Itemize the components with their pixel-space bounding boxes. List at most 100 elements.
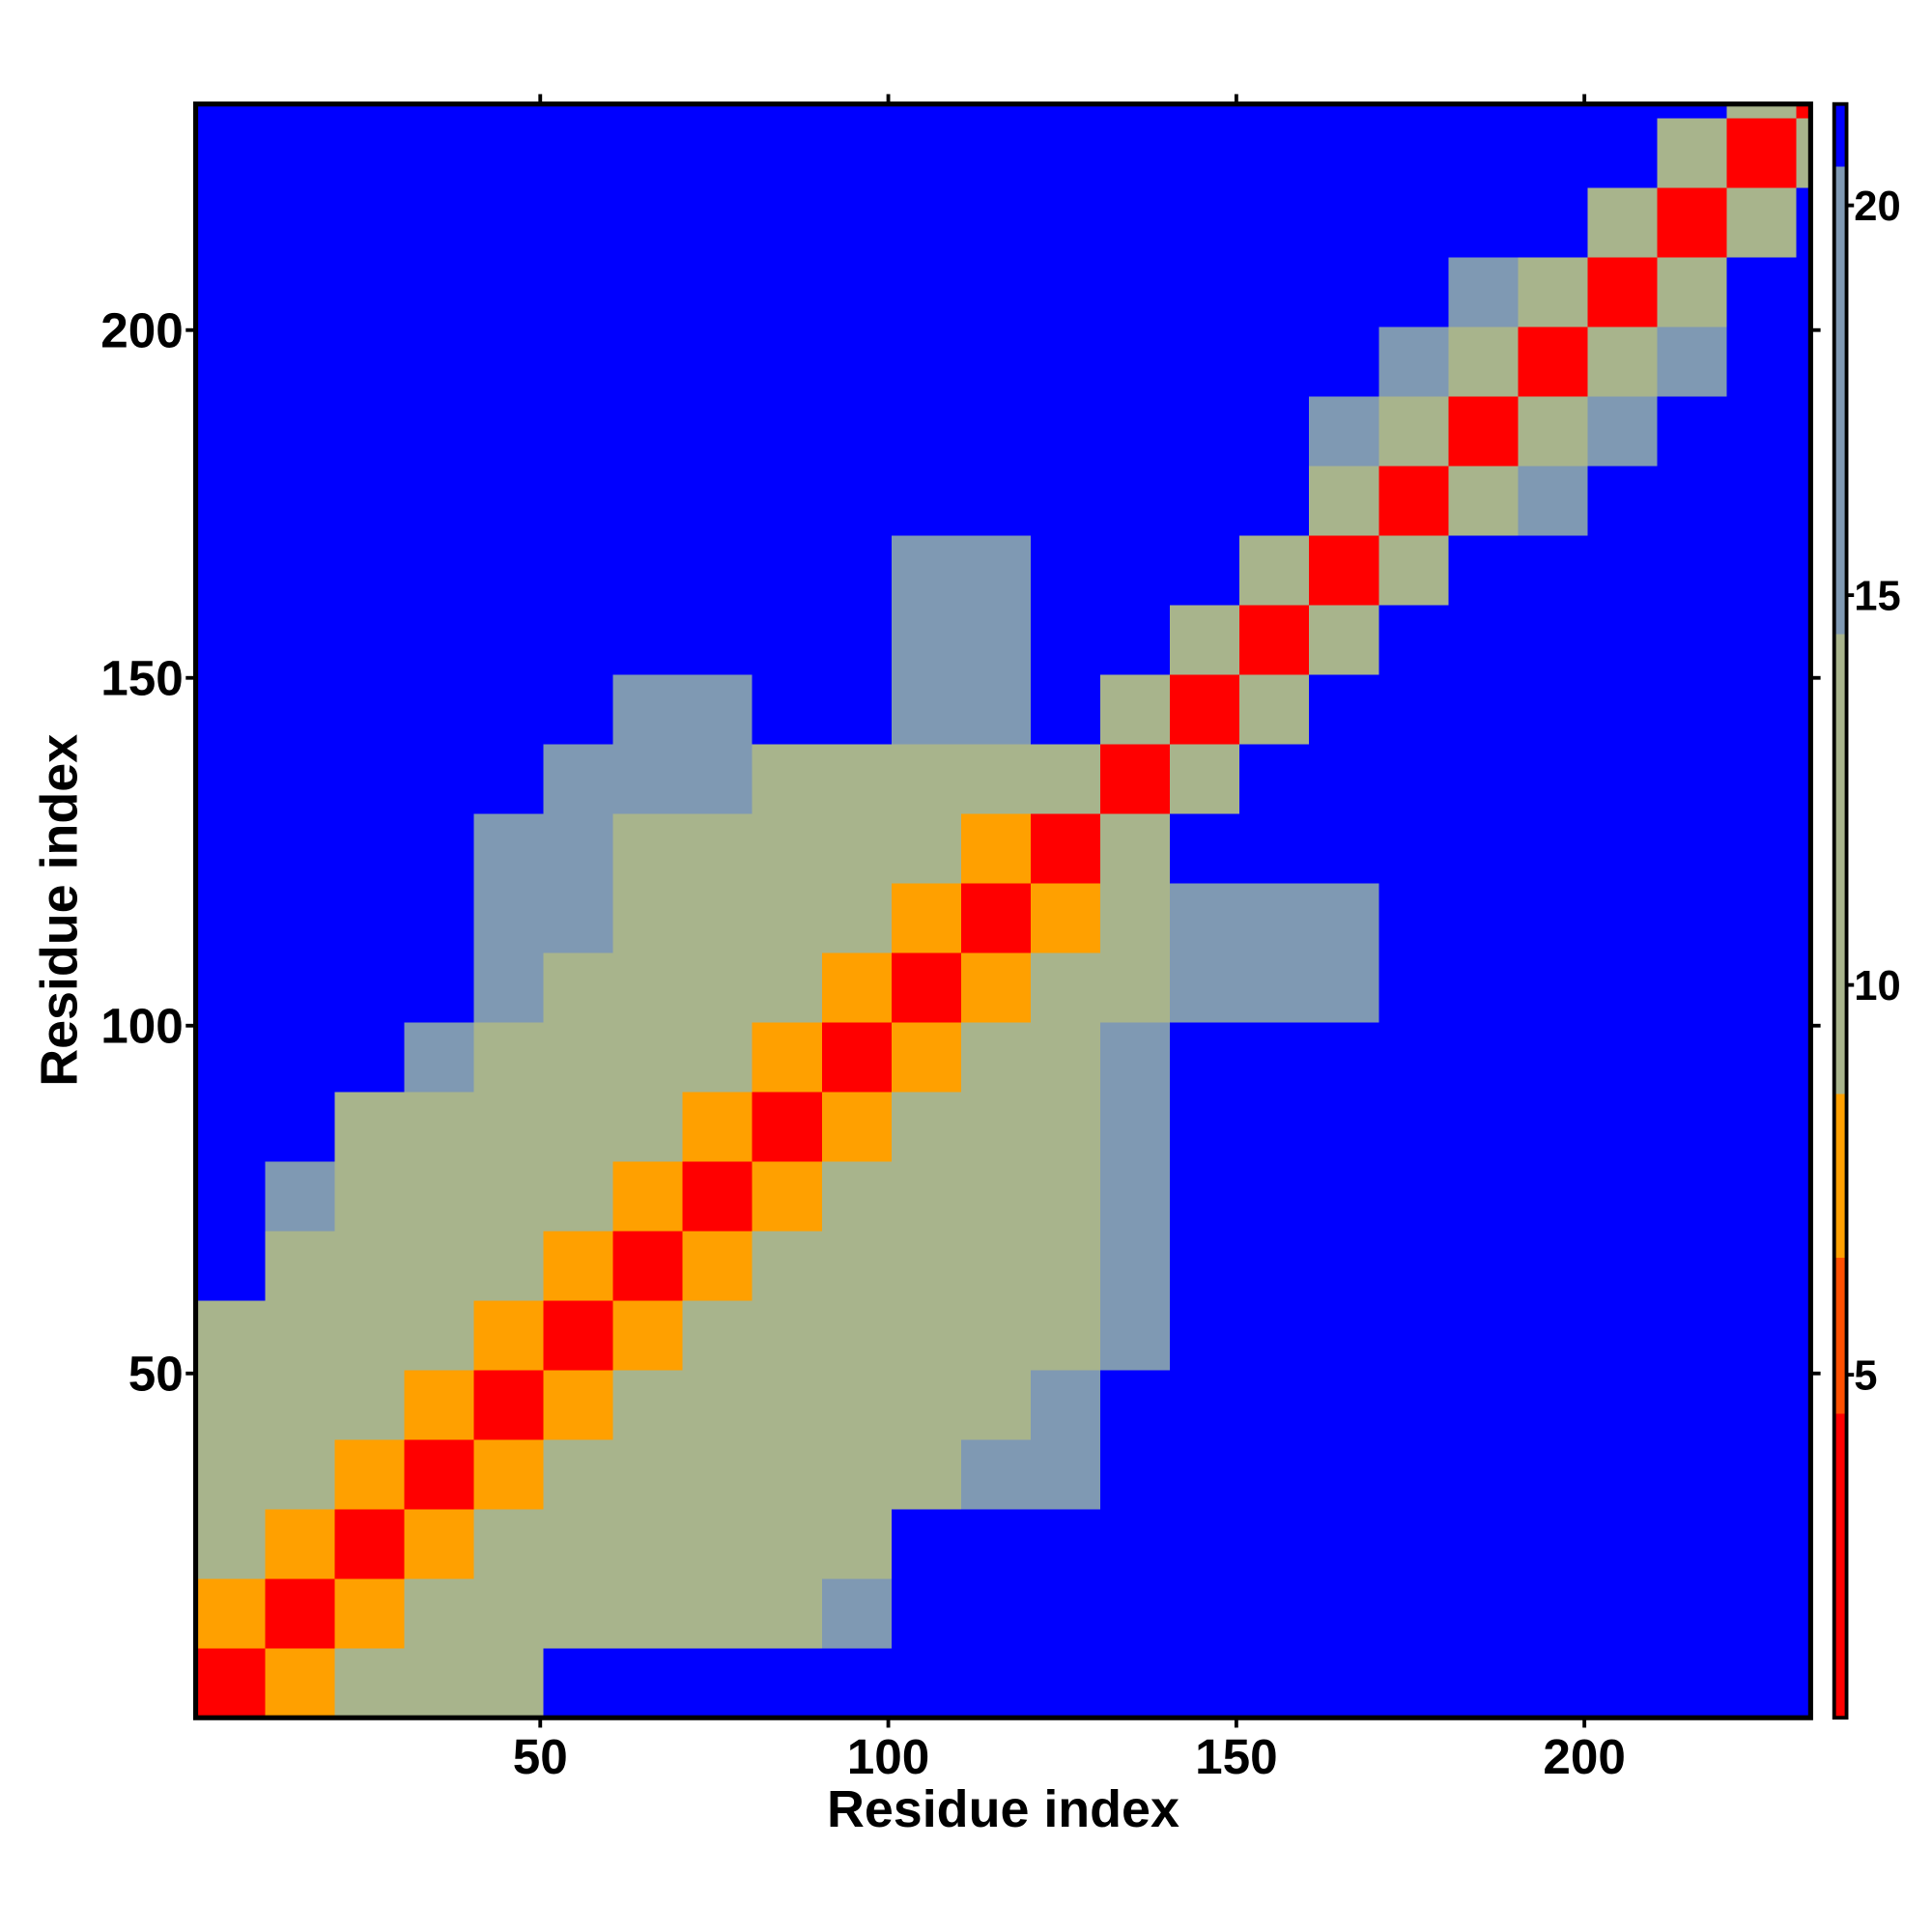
heatmap-cell <box>1030 673 1101 745</box>
heatmap-cell <box>1726 1230 1798 1301</box>
heatmap-cell <box>682 882 753 953</box>
heatmap-cell <box>265 1230 336 1301</box>
heatmap-cell <box>960 743 1032 814</box>
heatmap-cell <box>612 395 684 467</box>
heatmap-cell <box>1239 117 1310 188</box>
heatmap-cell <box>960 465 1032 536</box>
heatmap-cell <box>265 465 336 536</box>
heatmap-cell <box>1100 326 1171 397</box>
heatmap-cell <box>1378 1091 1449 1162</box>
heatmap-cell <box>1309 673 1379 745</box>
heatmap-cell <box>1518 256 1589 327</box>
heatmap-cell <box>1239 534 1310 606</box>
heatmap-cell <box>752 1438 823 1510</box>
heatmap-cell <box>195 1647 266 1719</box>
heatmap-cell <box>752 1508 823 1579</box>
heatmap-cell <box>473 1021 545 1093</box>
heatmap-cell <box>1100 534 1171 606</box>
heatmap-cell <box>960 1438 1032 1510</box>
heatmap-cell <box>1239 1438 1310 1510</box>
heatmap-cell <box>265 1299 336 1371</box>
heatmap-cell <box>1100 952 1171 1023</box>
heatmap-cell <box>1518 465 1589 536</box>
heatmap-cell <box>404 1021 475 1093</box>
heatmap-cell <box>473 256 545 327</box>
heatmap-cell <box>821 952 893 1023</box>
heatmap-cell <box>543 1508 614 1579</box>
heatmap-cell <box>960 1577 1032 1649</box>
heatmap-cell <box>1657 1021 1728 1093</box>
heatmap-cell <box>334 1508 406 1579</box>
heatmap-cell <box>1170 326 1240 397</box>
colorbar-frame <box>1832 101 1849 1720</box>
heatmap-cell <box>960 1508 1032 1579</box>
heatmap-cell <box>543 604 614 675</box>
heatmap-cell <box>821 534 893 606</box>
heatmap-cell <box>543 1299 614 1371</box>
heatmap-cell <box>752 1230 823 1301</box>
heatmap-cell <box>404 743 475 814</box>
heatmap-cell <box>1100 1369 1171 1440</box>
heatmap-cell <box>1378 1577 1449 1649</box>
heatmap-cell <box>265 952 336 1023</box>
heatmap-cell <box>1378 882 1449 953</box>
x-tick-label: 100 <box>847 1729 930 1784</box>
heatmap-cell <box>1100 1577 1171 1649</box>
heatmap-cell <box>891 1647 962 1719</box>
heatmap-cell <box>195 326 266 397</box>
heatmap-cell <box>1239 1230 1310 1301</box>
heatmap-cell <box>1378 1647 1449 1719</box>
heatmap-cell <box>891 1577 962 1649</box>
heatmap-cell <box>1239 1577 1310 1649</box>
heatmap-cell <box>1587 1577 1659 1649</box>
heatmap-cell <box>473 1369 545 1440</box>
heatmap-cell <box>334 186 406 258</box>
heatmap-cell <box>1309 1230 1379 1301</box>
heatmap-cell <box>1309 1647 1379 1719</box>
y-tick-label: 150 <box>100 651 184 706</box>
heatmap-cell <box>891 1299 962 1371</box>
heatmap-cell <box>1448 465 1520 536</box>
heatmap-cell <box>1726 1091 1798 1162</box>
heatmap-cell <box>1657 1508 1728 1579</box>
heatmap-cell <box>473 673 545 745</box>
heatmap-cell <box>1518 1369 1589 1440</box>
heatmap-cell <box>1726 1647 1798 1719</box>
heatmap-cell <box>473 1160 545 1232</box>
heatmap-cell <box>821 1369 893 1440</box>
heatmap-cell <box>891 1160 962 1232</box>
heatmap-cell <box>682 952 753 1023</box>
heatmap-cell <box>1170 1160 1240 1232</box>
heatmap-cell <box>752 395 823 467</box>
heatmap-cell <box>1030 186 1101 258</box>
y-axis-title: Residue index <box>30 734 88 1087</box>
heatmap-cell <box>891 952 962 1023</box>
heatmap-cell <box>612 256 684 327</box>
heatmap-cell <box>334 326 406 397</box>
heatmap-cell <box>473 604 545 675</box>
heatmap-cell <box>195 1160 266 1232</box>
heatmap-cell <box>334 1438 406 1510</box>
heatmap-cell <box>334 812 406 884</box>
heatmap-cell <box>1726 326 1798 397</box>
heatmap-cell <box>1378 604 1449 675</box>
heatmap-cell <box>1726 465 1798 536</box>
heatmap-cell <box>404 1508 475 1579</box>
heatmap-cell <box>404 812 475 884</box>
heatmap-cell <box>960 1369 1032 1440</box>
heatmap-cell <box>543 1438 614 1510</box>
heatmap-cell <box>334 1091 406 1162</box>
heatmap-cell <box>1030 326 1101 397</box>
heatmap-cell <box>682 117 753 188</box>
heatmap-cell <box>1100 882 1171 953</box>
heatmap-cell <box>612 1438 684 1510</box>
heatmap-cell <box>1657 1160 1728 1232</box>
heatmap-cell <box>195 812 266 884</box>
heatmap-cell <box>1100 673 1171 745</box>
heatmap-cell <box>404 1438 475 1510</box>
heatmap-cell <box>612 604 684 675</box>
heatmap-cell <box>1518 1299 1589 1371</box>
heatmap-cell <box>1518 186 1589 258</box>
heatmap-cell <box>1657 395 1728 467</box>
heatmap-cell <box>1726 673 1798 745</box>
